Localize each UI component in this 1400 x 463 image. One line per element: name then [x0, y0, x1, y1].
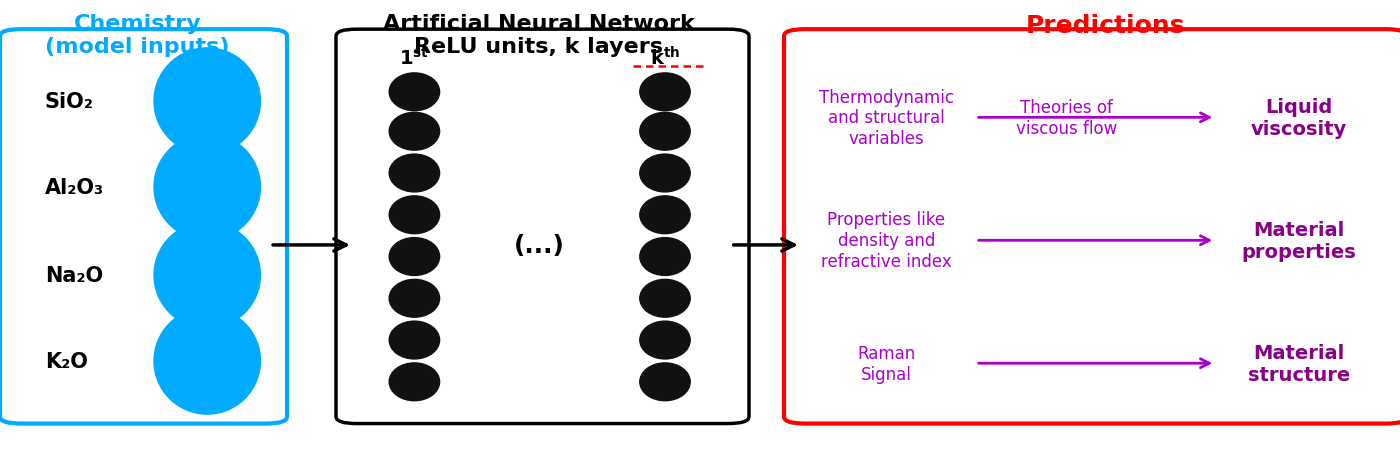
Text: Thermodynamic
and structural
variables: Thermodynamic and structural variables — [819, 88, 953, 148]
Ellipse shape — [640, 238, 690, 276]
Ellipse shape — [389, 113, 440, 151]
Text: Predictions: Predictions — [1026, 14, 1186, 38]
Text: Liquid
viscosity: Liquid viscosity — [1252, 98, 1347, 138]
Ellipse shape — [154, 308, 260, 414]
Text: Artificial Neural Network
ReLU units, k layers: Artificial Neural Network ReLU units, k … — [384, 14, 694, 57]
Ellipse shape — [640, 280, 690, 318]
Ellipse shape — [389, 238, 440, 276]
Text: $\mathbf{k^{th}}$: $\mathbf{k^{th}}$ — [650, 46, 680, 69]
Text: Theories of
viscous flow: Theories of viscous flow — [1016, 99, 1117, 138]
Text: Chemistry
(model inputs): Chemistry (model inputs) — [45, 14, 230, 57]
Text: Raman
Signal: Raman Signal — [857, 344, 916, 383]
Ellipse shape — [154, 134, 260, 241]
Ellipse shape — [154, 222, 260, 329]
Text: (...): (...) — [514, 233, 564, 257]
Ellipse shape — [640, 74, 690, 112]
FancyBboxPatch shape — [336, 30, 749, 424]
Text: Al₂O₃: Al₂O₃ — [45, 177, 104, 198]
Text: Material
properties: Material properties — [1242, 220, 1357, 261]
Text: $\mathbf{1^{st}}$: $\mathbf{1^{st}}$ — [399, 47, 430, 69]
Text: Properties like
density and
refractive index: Properties like density and refractive i… — [820, 211, 952, 270]
Ellipse shape — [640, 113, 690, 151]
Text: Material
structure: Material structure — [1247, 343, 1351, 384]
Ellipse shape — [389, 155, 440, 193]
Text: SiO₂: SiO₂ — [45, 92, 94, 112]
FancyBboxPatch shape — [0, 30, 287, 424]
FancyBboxPatch shape — [784, 30, 1400, 424]
Text: K₂O: K₂O — [45, 351, 88, 371]
Ellipse shape — [640, 155, 690, 193]
Ellipse shape — [389, 196, 440, 234]
Ellipse shape — [389, 74, 440, 112]
Ellipse shape — [640, 363, 690, 401]
Text: Na₂O: Na₂O — [45, 265, 104, 286]
Ellipse shape — [154, 49, 260, 155]
Ellipse shape — [640, 321, 690, 359]
Ellipse shape — [389, 280, 440, 318]
Ellipse shape — [640, 196, 690, 234]
Ellipse shape — [389, 321, 440, 359]
Ellipse shape — [389, 363, 440, 401]
